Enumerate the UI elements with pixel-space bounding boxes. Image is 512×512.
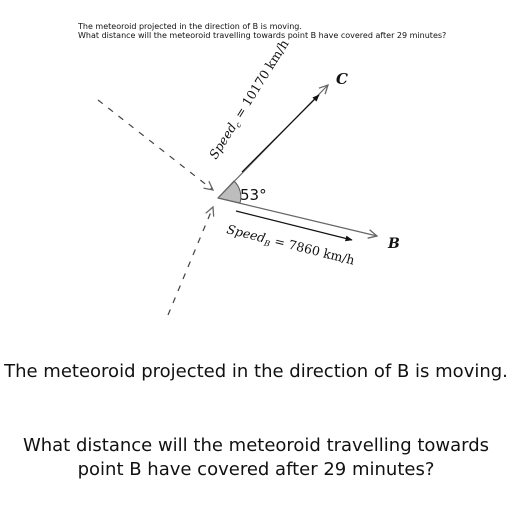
- question-line-2: point B have covered after 29 minutes?: [77, 459, 435, 480]
- outgoing-dashed-path: [167, 207, 213, 316]
- speed-c-base: Speed: [206, 120, 240, 161]
- incoming-dashed-path: [97, 99, 213, 190]
- speed-c-label: Speedc = 10170 km/h: [206, 37, 293, 163]
- question-line-1: What distance will the meteoroid travell…: [22, 435, 490, 456]
- angle-wedge: [217, 180, 242, 204]
- angle-label: 53°: [240, 186, 267, 204]
- speed-c-sub: c: [233, 120, 243, 129]
- speed-b-arrow: [235, 210, 353, 242]
- speed-b-base: Speed: [225, 221, 267, 245]
- speed-b-sub: B: [262, 238, 271, 248]
- header-line-2: What distance will the meteoroid travell…: [78, 31, 447, 40]
- speed-b-label: SpeedB = 7860 km/h: [225, 221, 356, 269]
- statement-line: The meteoroid projected in the direction…: [4, 361, 508, 382]
- header-line-1: The meteoroid projected in the direction…: [78, 22, 302, 31]
- speed-c-arrow: [241, 94, 320, 173]
- header-question: The meteoroid projected in the direction…: [78, 22, 478, 40]
- speed-c-value: = 10170 km/h: [229, 37, 291, 125]
- point-c-label: C: [336, 70, 348, 88]
- point-b-label: B: [387, 236, 400, 252]
- path-to-b: [217, 197, 377, 236]
